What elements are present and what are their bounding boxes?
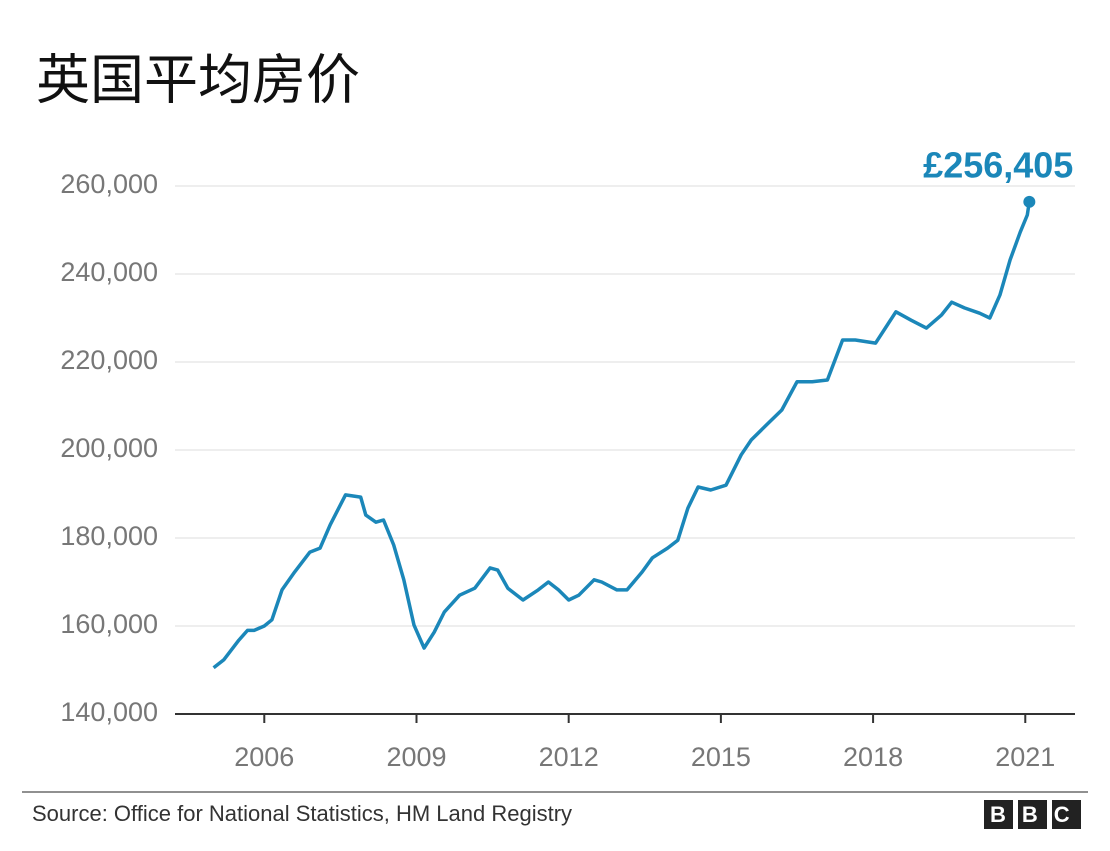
y-tick-label: 140,000 [60,697,158,727]
logo-box [1052,800,1081,829]
line [212,201,1032,670]
logo-box [1018,800,1047,829]
y-tick-label: 240,000 [60,257,158,287]
y-tick-label: 220,000 [60,345,158,375]
end-point [1023,195,1036,208]
x-tick-label: 2012 [539,742,599,772]
value-label: £256,405 [923,144,1073,185]
logo-text: BBC [990,802,1086,827]
y-tick-label: 260,000 [60,169,158,199]
x-tick-label: 2018 [843,742,903,772]
y-tick-label: 180,000 [60,521,158,551]
source: Source: Office for National Statistics, … [32,801,572,826]
y-tick-label: 160,000 [60,609,158,639]
x-tick-label: 2015 [691,742,751,772]
x-tick-label: 2006 [234,742,294,772]
x-tick-label: 2021 [995,742,1055,772]
logo-box [984,800,1013,829]
chart-title: 英国平均房价 [36,50,360,110]
logo: BBC [984,800,1086,829]
x-tick-label: 2009 [386,742,446,772]
y-tick-label: 200,000 [60,433,158,463]
